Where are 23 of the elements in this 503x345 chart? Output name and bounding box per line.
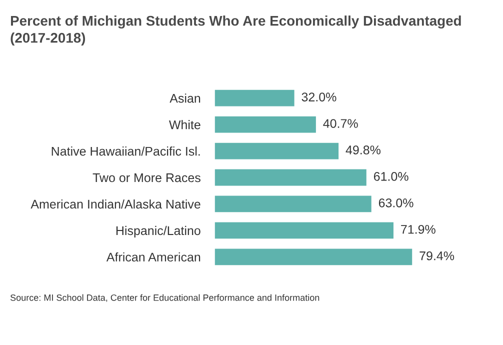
data-label: 32.0% (302, 92, 336, 102)
y-tick-label: Two or More Races (92, 173, 200, 182)
bar (214, 142, 339, 160)
bar (214, 248, 412, 266)
y-tick-label: White (168, 120, 200, 130)
source-note: Source: MI School Data, Center for Educational Performance and Information (10, 294, 320, 302)
y-tick-label: Native Hawaiian/Pacific Isl. (52, 146, 200, 156)
data-label: 61.0% (374, 172, 408, 181)
chart-title: Percent of Michigan Students Who Are Economically Disadvantaged (2017-2018) (10, 16, 461, 46)
bar (214, 169, 366, 186)
data-label: 79.4% (420, 251, 454, 260)
bar (214, 90, 294, 106)
bar (214, 116, 316, 133)
y-tick-label: Hispanic/Latino (116, 226, 200, 238)
bar (214, 222, 394, 239)
data-label: 71.9% (401, 224, 436, 234)
data-label: 63.0% (378, 198, 414, 208)
y-tick-label: Asian (170, 94, 200, 103)
data-label: 40.7% (323, 119, 358, 128)
data-label: 49.8% (346, 146, 380, 154)
y-tick-label: American Indian/Alaska Native (30, 199, 200, 209)
y-tick-label: African American (106, 252, 200, 262)
bar (214, 196, 372, 212)
